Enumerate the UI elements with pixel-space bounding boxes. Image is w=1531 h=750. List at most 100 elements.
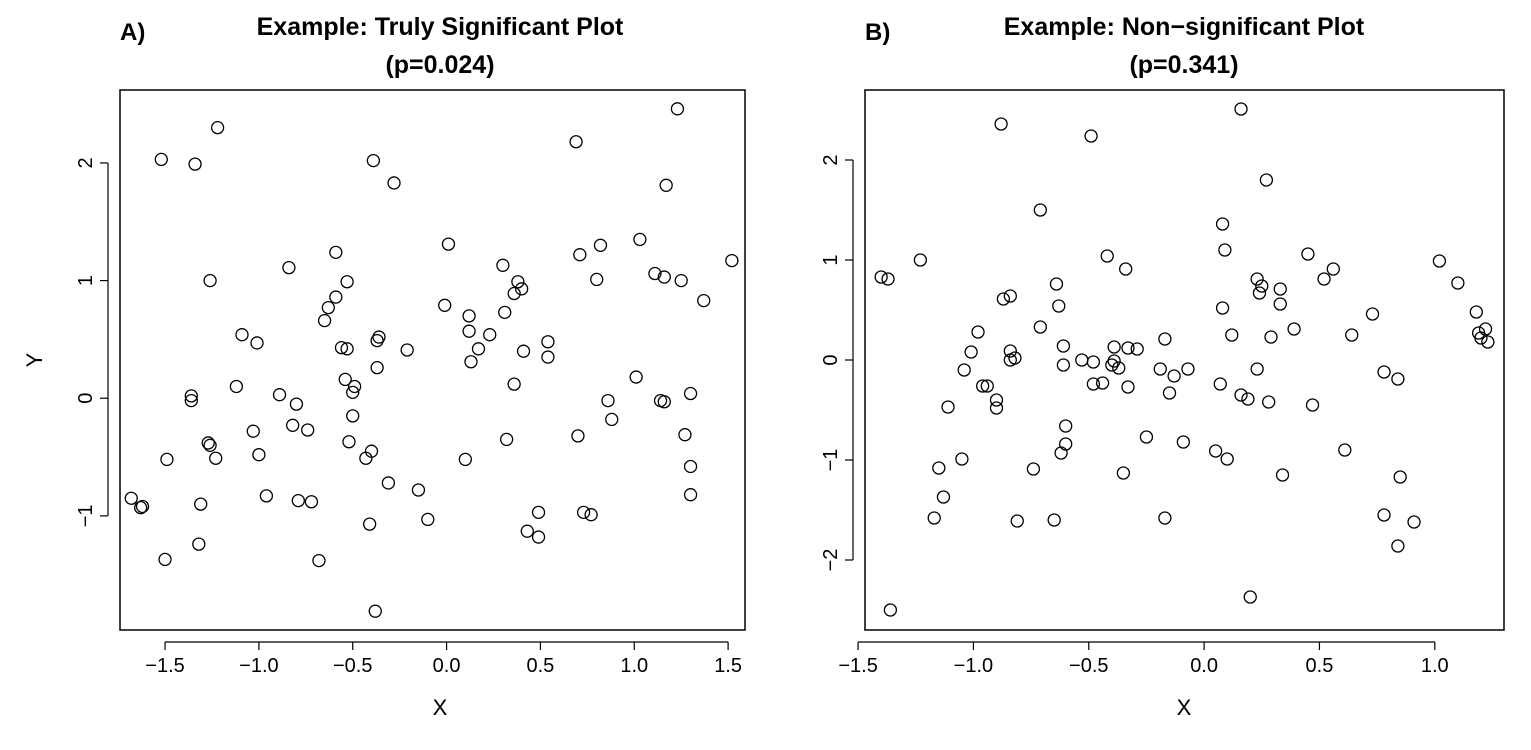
panel-a-data-point — [192, 537, 206, 551]
panel-b-data-point — [1474, 331, 1488, 345]
panel-b-points — [874, 102, 1495, 617]
panel-b-data-point — [971, 325, 985, 339]
panel-a-plot-frame — [119, 89, 746, 631]
panel-a-data-point — [411, 483, 426, 497]
panel-b-data-point — [1010, 514, 1024, 528]
panel-a-data-point — [571, 429, 585, 443]
panel-a-data-point — [346, 409, 360, 423]
panel-b-data-point — [1215, 301, 1230, 315]
panel-a-data-point — [531, 530, 546, 544]
panel-a-y-tick-label: −1 — [75, 504, 97, 527]
panel-a-data-point — [133, 500, 148, 515]
panel-b-x-tick-label: −1.5 — [838, 655, 877, 677]
panel-a-data-point — [483, 328, 497, 342]
panel-b-data-point — [1049, 277, 1064, 291]
panel-a-data-point — [590, 272, 604, 287]
panel-a-y-tick-label: 0 — [75, 393, 97, 404]
panel-a-data-point — [368, 604, 382, 618]
panel-b-data-point — [1391, 372, 1405, 386]
panel-a-data-point — [229, 379, 244, 394]
panel-a-data-point — [516, 344, 531, 358]
panel-a-data-point — [657, 270, 671, 284]
panel-a-data-point — [593, 238, 608, 252]
panel-b-data-point — [1047, 513, 1061, 527]
panel-a-x-tick-label: −1.5 — [145, 655, 184, 677]
panel-a-x-axis: −1.5 −1.0 −0.5 0.0 0.5 1.0 1.5 — [145, 641, 742, 677]
panel-b-data-point — [1213, 377, 1227, 391]
panel-a-data-point — [541, 335, 555, 349]
panel-b-data-point — [980, 379, 994, 393]
panel-b-data-point — [1176, 435, 1190, 449]
panel-a-data-point — [272, 388, 287, 402]
panel-b-data-point — [1326, 262, 1340, 276]
panel-b-data-point — [1252, 286, 1267, 300]
panel-a-data-point — [498, 305, 512, 320]
panel-b-data-point — [1033, 320, 1047, 334]
panel-b-data-point — [1162, 386, 1177, 400]
panel-b-data-point — [1026, 462, 1041, 476]
panel-b-data-point — [1301, 247, 1315, 261]
panel-a-p-value: (p=0.024) — [385, 51, 494, 79]
panel-a-y-tick-label: 2 — [75, 157, 97, 168]
panel-b-data-point — [1264, 330, 1278, 344]
panel-b-data-point — [1407, 515, 1421, 529]
panel-b-data-point — [1345, 328, 1359, 342]
panel-a-data-point — [569, 135, 583, 149]
panel-b-data-point — [1225, 328, 1239, 342]
panel-a-data-point — [697, 293, 711, 308]
panel-b-plot-frame — [864, 89, 1505, 631]
panel-b-data-point — [1250, 362, 1264, 376]
panel-a-data-point — [286, 418, 300, 432]
panel-a-data-point — [329, 290, 343, 304]
panel-b-data-point — [1167, 369, 1181, 383]
panel-a-label: A) — [120, 19, 145, 46]
panel-b-data-point — [1273, 297, 1287, 311]
panel-b-data-point — [927, 511, 941, 525]
panel-a-data-point — [507, 377, 521, 391]
panel-a-data-point — [246, 424, 260, 438]
panel-a-data-point — [188, 157, 202, 171]
panel-a-data-point — [520, 524, 534, 538]
panel-a-data-point — [496, 258, 510, 272]
panel-a-data-point — [381, 476, 396, 490]
panel-b-data-point — [1377, 365, 1391, 379]
panel-a-data-point — [317, 313, 332, 328]
panel-a-data-point — [282, 260, 296, 275]
panel-b-data-point — [1158, 332, 1172, 346]
panel-b-x-tick-label: 1.0 — [1421, 655, 1449, 677]
panel-a-data-point — [289, 397, 304, 411]
panel-b-x-tick-label: 0.0 — [1190, 655, 1218, 677]
panel-a-data-point — [683, 459, 698, 474]
panel-a-data-point — [683, 386, 698, 401]
panel-b-data-point — [1250, 272, 1264, 286]
panel-b-data-point — [1052, 299, 1066, 313]
panel-a-data-point — [329, 245, 343, 260]
panel-a-data-point — [584, 508, 598, 522]
panel-a-data-point — [184, 393, 198, 408]
panel-a-data-point — [370, 333, 384, 348]
panel-b-data-point — [1234, 388, 1248, 402]
panel-b-data-point — [1262, 395, 1276, 409]
panel-a-data-point — [250, 336, 264, 350]
panel-a-data-point — [648, 266, 662, 281]
panel-b-data-point — [1105, 358, 1119, 372]
panel-b-data-point — [1075, 353, 1089, 367]
panel-a-data-point — [259, 489, 274, 503]
panel-a-data-point — [334, 340, 349, 355]
panel-a-data-point — [573, 248, 587, 262]
panel-b-data-point — [1234, 102, 1248, 116]
panel-b-data-point — [1208, 444, 1223, 458]
panel-a-data-point — [678, 428, 692, 442]
panel-b-data-point — [1084, 129, 1098, 143]
panel-b-data-point — [874, 270, 888, 284]
panel-b-data-point — [1393, 470, 1407, 484]
panel-a-data-point — [462, 324, 476, 338]
panel-a-data-point — [438, 298, 452, 312]
panel-b-data-point — [1275, 468, 1290, 482]
panel-a-x-axis-label: X — [433, 695, 448, 720]
panel-a-x-tick-label: −0.5 — [333, 655, 372, 677]
panel-b-data-point — [989, 401, 1004, 415]
panel-a-data-point — [203, 438, 217, 452]
panel-a-data-point — [725, 253, 739, 268]
panel-a-data-point — [629, 370, 643, 384]
